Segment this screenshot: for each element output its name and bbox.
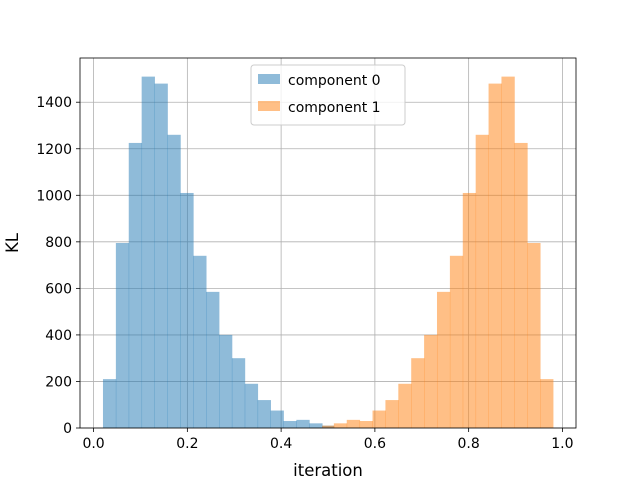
legend-label-component-1: component 1 <box>288 100 381 116</box>
histogram-bar <box>462 192 477 428</box>
y-tick-label: 1000 <box>36 188 72 204</box>
histogram-bar <box>115 243 130 428</box>
x-tick-label: 0.8 <box>458 436 480 452</box>
x-tick-label: 0.0 <box>82 436 104 452</box>
histogram-bar <box>231 358 246 428</box>
bars <box>102 76 554 429</box>
histogram-bar <box>128 142 143 428</box>
legend: component 0 component 1 <box>250 64 406 126</box>
x-axis-label: iteration <box>293 461 363 480</box>
histogram-bar <box>333 423 348 428</box>
y-tick-label: 800 <box>45 235 72 251</box>
histogram-bar <box>359 421 373 428</box>
histogram-bar <box>436 291 451 428</box>
histogram-bar <box>322 425 335 428</box>
histogram-bar <box>154 83 168 429</box>
histogram-bar <box>346 419 361 428</box>
histogram-bar <box>527 243 541 428</box>
y-axis-label: KL <box>3 232 22 253</box>
histogram-bar <box>219 334 233 428</box>
legend-swatch-component-0 <box>258 74 280 84</box>
histogram-bar <box>257 400 271 428</box>
legend-frame <box>250 64 406 126</box>
y-tick-label: 1400 <box>36 95 72 111</box>
histogram-bar <box>244 383 259 428</box>
y-tick-label: 0 <box>63 421 72 437</box>
histogram-bar <box>180 192 194 428</box>
histogram-bar <box>167 134 181 428</box>
series-1 <box>322 76 554 429</box>
histogram-bar <box>296 419 310 428</box>
histogram-bar <box>514 142 528 428</box>
y-tick-label: 200 <box>45 374 72 390</box>
histogram-bar <box>424 334 438 428</box>
x-tick-label: 0.2 <box>176 436 198 452</box>
x-tick-label: 0.4 <box>270 436 292 452</box>
y-tick-label: 1200 <box>36 142 72 158</box>
histogram-bar <box>501 76 515 428</box>
legend-label-component-0: component 0 <box>288 73 381 89</box>
histogram-bar <box>411 358 425 428</box>
histogram-bar <box>385 400 399 428</box>
histogram-bar <box>270 410 284 428</box>
histogram-bar <box>309 423 323 428</box>
histogram-bar <box>372 410 386 428</box>
legend-swatch-component-1 <box>258 101 280 111</box>
histogram-bar <box>488 83 502 429</box>
x-tick-label: 0.6 <box>364 436 386 452</box>
y-tick-label: 400 <box>45 328 72 344</box>
histogram-bar <box>283 421 297 428</box>
histogram-bar <box>141 76 155 428</box>
histogram-bar <box>540 379 554 428</box>
ticks: 0.0 0.2 0.4 0.6 0.8 1.0 0 200 400 600 800 1000 1200 1… <box>36 95 573 452</box>
histogram-bar <box>193 255 207 428</box>
histogram-bar <box>398 383 412 428</box>
plot-frame <box>79 57 577 429</box>
histogram-bar <box>102 379 117 428</box>
series-0 <box>102 76 335 429</box>
x-tick-label: 1.0 <box>551 436 573 452</box>
y-tick-label: 600 <box>45 281 72 297</box>
histogram-bar <box>206 291 220 428</box>
histogram-bar <box>475 134 489 428</box>
histogram-bar <box>449 255 464 428</box>
